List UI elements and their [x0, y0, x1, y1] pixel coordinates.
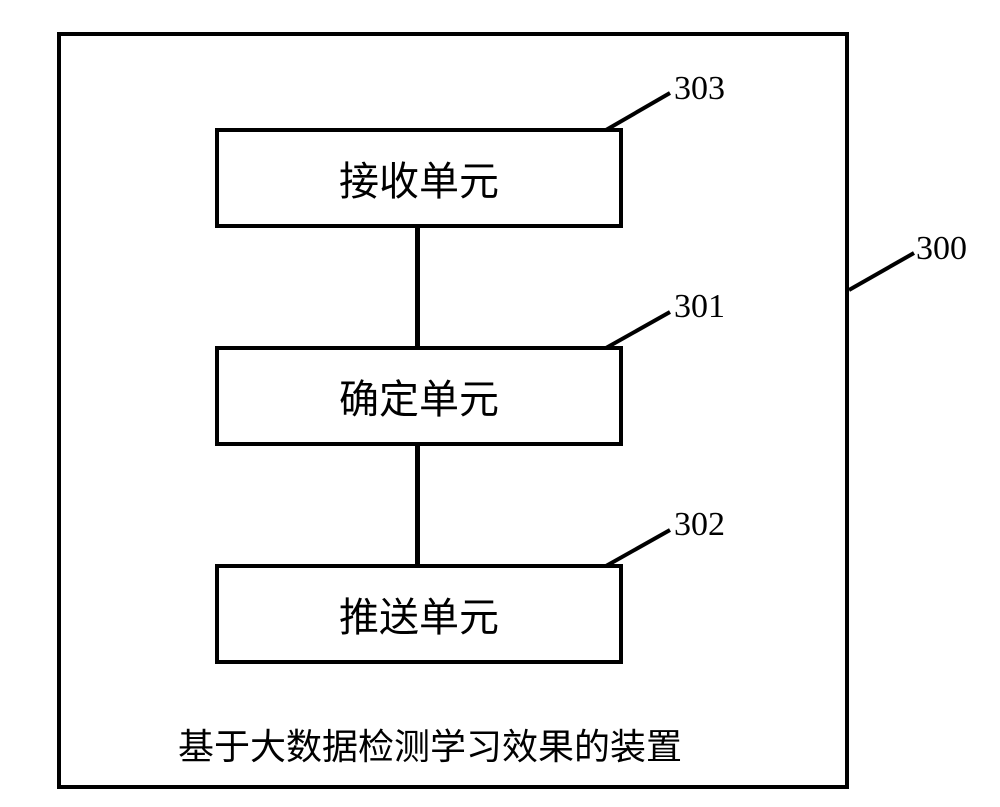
- connector-line: [415, 446, 420, 564]
- node-text: 确定单元: [339, 367, 499, 425]
- diagram-caption: 基于大数据检测学习效果的装置: [178, 718, 682, 770]
- node-box: 接收单元: [215, 128, 623, 228]
- node-ref-label: 301: [674, 288, 725, 326]
- container-ref-label: 300: [916, 230, 967, 268]
- node-text: 推送单元: [339, 585, 499, 643]
- diagram-canvas: 300 接收单元 303 确定单元 301 推送单元 302 基于大数据检测学习效果的装置: [0, 0, 1000, 807]
- node-box: 推送单元: [215, 564, 623, 664]
- node-ref-label: 303: [674, 70, 725, 108]
- node-box: 确定单元: [215, 346, 623, 446]
- connector-line: [415, 228, 420, 346]
- node-ref-label: 302: [674, 506, 725, 544]
- node-text: 接收单元: [339, 149, 499, 207]
